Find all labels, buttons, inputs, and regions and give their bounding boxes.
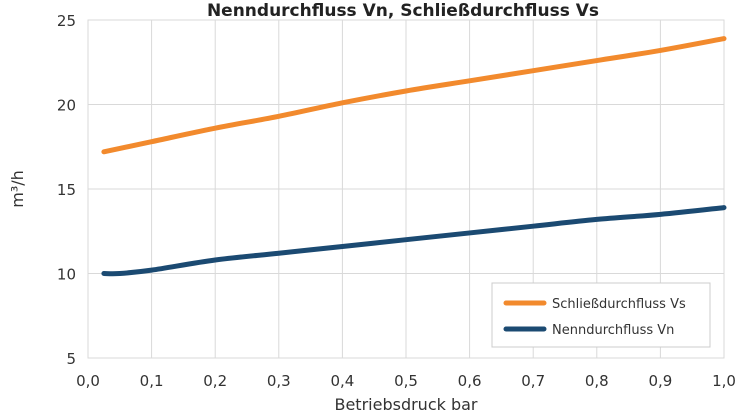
- y-tick-label: 5: [66, 350, 76, 368]
- x-tick-label: 0,0: [76, 372, 100, 390]
- legend-box: [491, 282, 711, 348]
- plot-area: [87, 19, 725, 359]
- x-tick-label: 0,9: [648, 372, 672, 390]
- x-axis: 0,0 0,1 0,2 0,3 0,4 0,5 0,6 0,7 0,8 0,9 1,0: [76, 372, 736, 390]
- x-tick-label: 0,6: [458, 372, 482, 390]
- x-tick-label: 0,1: [140, 372, 164, 390]
- series-layer: [101, 36, 727, 277]
- series-line-1: [101, 36, 727, 155]
- y-tick-label: 15: [57, 181, 76, 199]
- x-axis-title: Betriebsdruck bar: [334, 395, 477, 414]
- x-tick-label: 0,7: [521, 372, 545, 390]
- legend-label: Schließdurchfluss Vs: [552, 297, 686, 312]
- x-tick-label: 0,3: [267, 372, 291, 390]
- x-tick-label: 0,4: [330, 372, 354, 390]
- x-tick-label: 0,5: [394, 372, 418, 390]
- legend: Schließdurchfluss Vs Nenndurchfluss Vn: [491, 282, 711, 348]
- y-tick-label: 20: [57, 97, 76, 115]
- y-axis-title: m³/h: [8, 170, 27, 208]
- chart-title: Nenndurchfluss Vn, Schließdurchfluss Vs: [207, 1, 599, 21]
- x-tick-label: 0,8: [585, 372, 609, 390]
- y-tick-label: 25: [57, 12, 76, 30]
- x-tick-label: 0,2: [203, 372, 227, 390]
- legend-label: Nenndurchfluss Vn: [552, 323, 674, 338]
- y-tick-label: 10: [57, 266, 76, 284]
- x-tick-label: 1,0: [712, 372, 736, 390]
- series-line-2: [101, 205, 727, 277]
- y-axis: 5 10 15 20 25: [57, 12, 76, 368]
